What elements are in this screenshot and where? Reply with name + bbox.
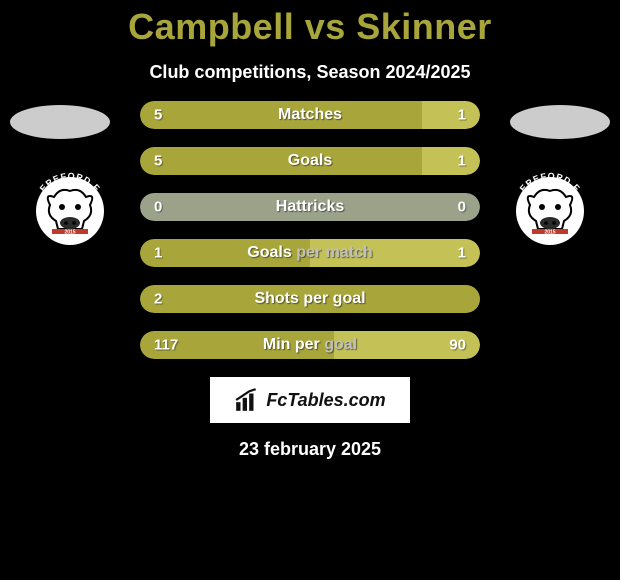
stat-label-sub: per match [292, 244, 373, 261]
stat-label-main: Min per [263, 336, 320, 353]
stat-bars: 5 1 Matches 5 1 Goals 0 0 Hattricks 1 1 Goals per m… [140, 101, 480, 359]
brand-box: FcTables.com [210, 377, 410, 423]
stat-label-sub: goal [320, 336, 357, 353]
stat-label-main: Goals [288, 152, 332, 169]
stat-bar-right [422, 147, 480, 175]
stat-label: Goals [288, 152, 332, 170]
crest-year: 2015 [64, 230, 75, 236]
brand-text: FcTables.com [266, 390, 385, 411]
stat-value-left: 5 [154, 107, 162, 124]
footer-date: 23 february 2025 [0, 439, 620, 460]
club-crest-right: EREFORD F FOREVER UNITED 2015 [500, 161, 600, 261]
stat-value-left: 5 [154, 153, 162, 170]
stat-value-right: 1 [458, 107, 466, 124]
stat-row: 2 Shots per goal [140, 285, 480, 313]
club-crest-left-svg: EREFORD F FOREVER UNITED 2015 [20, 161, 120, 261]
stat-label-main: Hattricks [276, 198, 344, 215]
stat-row: 1 1 Goals per match [140, 239, 480, 267]
stat-row: 5 1 Goals [140, 147, 480, 175]
stat-value-right: 90 [449, 337, 466, 354]
stat-label: Shots per goal [254, 290, 365, 308]
club-crest-left: EREFORD F FOREVER UNITED 2015 [20, 161, 120, 261]
brand-chart-icon [234, 387, 260, 413]
stat-value-right: 1 [458, 245, 466, 262]
stat-value-right: 0 [458, 199, 466, 216]
stat-value-left: 0 [154, 199, 162, 216]
stat-label-main: Matches [278, 106, 342, 123]
stat-label: Min per goal [263, 336, 357, 354]
stat-label: Hattricks [276, 198, 344, 216]
player-shadow-right [510, 105, 610, 139]
stat-label-main: Shots per goal [254, 290, 365, 307]
stat-row: 5 1 Matches [140, 101, 480, 129]
stat-value-left: 117 [154, 337, 178, 354]
stat-bar-left [140, 147, 422, 175]
stat-label: Goals per match [247, 244, 372, 262]
club-crest-right-svg: EREFORD F FOREVER UNITED 2015 [500, 161, 600, 261]
player-shadow-left [10, 105, 110, 139]
stat-bar-right [422, 101, 480, 129]
stat-value-left: 1 [154, 245, 162, 262]
stat-value-right: 1 [458, 153, 466, 170]
stat-label-main: Goals [247, 244, 291, 261]
stats-area: EREFORD F FOREVER UNITED 2015 [0, 101, 620, 359]
page-subtitle: Club competitions, Season 2024/2025 [0, 62, 620, 83]
stat-label: Matches [278, 106, 342, 124]
stat-row: 0 0 Hattricks [140, 193, 480, 221]
stat-row: 117 90 Min per goal [140, 331, 480, 359]
page-title: Campbell vs Skinner [0, 6, 620, 48]
stat-value-left: 2 [154, 291, 162, 308]
crest-year: 2015 [544, 230, 555, 236]
